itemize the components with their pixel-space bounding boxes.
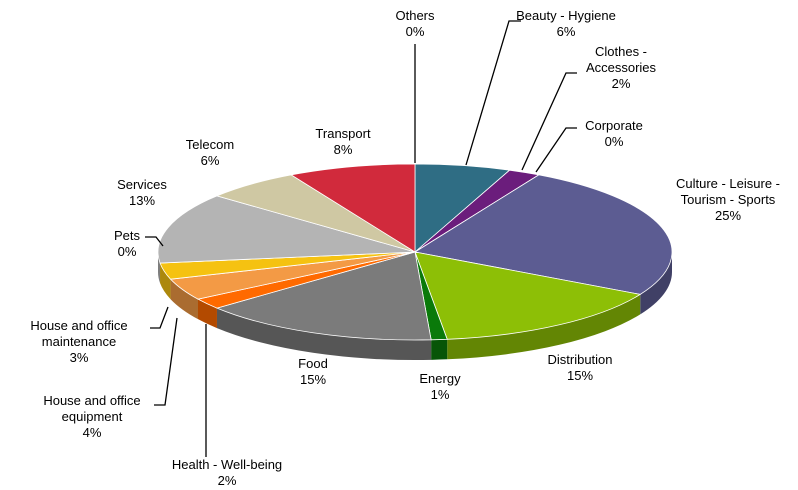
category-label: House and office equipment bbox=[43, 393, 141, 424]
value-label: 4% bbox=[82, 425, 102, 440]
category-label: Corporate bbox=[585, 118, 643, 133]
slice-label: House and office maintenance 3% bbox=[4, 318, 154, 366]
value-label: 0% bbox=[117, 244, 137, 259]
value-label: 1% bbox=[430, 387, 450, 402]
slice bbox=[157, 195, 416, 264]
category-label: Transport bbox=[315, 126, 371, 141]
value-label: 25% bbox=[714, 208, 742, 223]
slice-label: Food 15% bbox=[283, 356, 343, 388]
value-label: 6% bbox=[556, 24, 576, 39]
leader-line bbox=[465, 20, 521, 166]
category-label: Beauty - Hygiene bbox=[516, 8, 616, 23]
leader-line bbox=[145, 236, 164, 247]
slice-label: Transport 8% bbox=[303, 126, 383, 158]
value-label: 2% bbox=[217, 473, 237, 488]
slice-label: Telecom 6% bbox=[170, 137, 250, 169]
slice-label: House and office equipment 4% bbox=[12, 393, 172, 441]
value-label: 15% bbox=[566, 368, 594, 383]
value-label: 15% bbox=[299, 372, 327, 387]
slice-label: Culture - Leisure - Tourism - Sports 25% bbox=[658, 176, 798, 224]
slice-label: Distribution 15% bbox=[530, 352, 630, 384]
value-label: 2% bbox=[611, 76, 631, 91]
slice-side bbox=[170, 279, 199, 320]
category-label: Telecom bbox=[185, 137, 235, 152]
slice-label: Services 13% bbox=[102, 177, 182, 209]
category-label: Culture - Leisure - Tourism - Sports bbox=[675, 176, 781, 207]
leader-line bbox=[521, 72, 577, 171]
category-label: Food bbox=[298, 356, 328, 371]
slice-label: Others 0% bbox=[375, 8, 455, 40]
slice bbox=[414, 251, 642, 340]
leader-line bbox=[535, 127, 577, 173]
slice-side bbox=[431, 339, 448, 360]
slice-label: Corporate 0% bbox=[569, 118, 659, 150]
value-label: 3% bbox=[69, 350, 89, 365]
value-label: 13% bbox=[128, 193, 156, 208]
category-label: Energy bbox=[419, 371, 461, 386]
slice-side bbox=[216, 308, 432, 360]
leader-line bbox=[154, 317, 178, 406]
slice-label: Health - Well-being 2% bbox=[147, 457, 307, 489]
category-label: Others bbox=[395, 8, 435, 23]
value-label: 6% bbox=[200, 153, 220, 168]
slice-label: Pets 0% bbox=[97, 228, 157, 260]
category-label: Health - Well-being bbox=[171, 457, 283, 472]
category-label: Clothes - Accessories bbox=[585, 44, 657, 75]
slice-side bbox=[447, 294, 641, 360]
category-label: Distribution bbox=[547, 352, 613, 367]
slice-label: Beauty - Hygiene 6% bbox=[496, 8, 636, 40]
slice-side bbox=[158, 252, 161, 284]
slice bbox=[215, 251, 432, 341]
slice-side bbox=[640, 252, 672, 315]
value-label: 8% bbox=[333, 142, 353, 157]
category-label: Pets bbox=[113, 228, 140, 243]
category-label: Services bbox=[117, 177, 167, 192]
slice-label: Energy 1% bbox=[410, 371, 470, 403]
category-label: House and office maintenance bbox=[30, 318, 128, 349]
value-label: 0% bbox=[604, 134, 624, 149]
leader-line bbox=[150, 306, 169, 329]
value-label: 0% bbox=[405, 24, 425, 39]
slice-label: Clothes - Accessories 2% bbox=[571, 44, 671, 92]
slice bbox=[413, 174, 673, 295]
slice bbox=[290, 163, 416, 253]
slice-side bbox=[160, 263, 171, 300]
